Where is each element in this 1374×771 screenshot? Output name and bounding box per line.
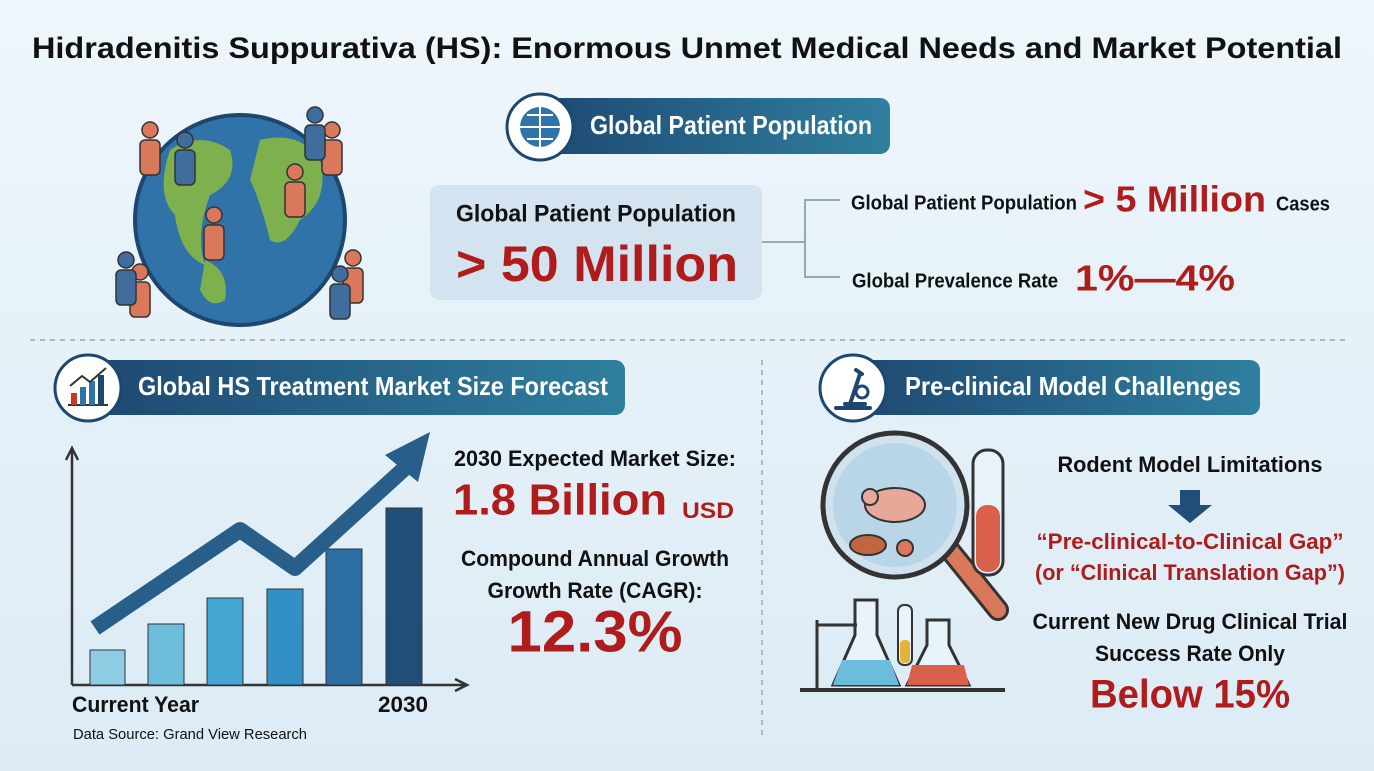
lab-illustration-part [896,539,914,557]
growth-illustration-part [206,597,244,686]
growth-illustration-part [147,623,185,686]
market-heading-pill-part [71,393,77,405]
cagr-value: 12.3% [508,599,683,664]
gap-text: “Pre-clinical-to-Clinical Gap” [1037,529,1344,554]
globe-illustration-part-part [139,139,161,176]
gap-text: (or “Clinical Translation Gap”) [1035,560,1345,585]
globe-illustration-part-part [203,224,225,261]
globe-illustration [115,106,364,327]
globe-illustration-part-part [174,149,196,186]
globe-illustration-part-part [304,124,326,161]
globe-illustration-part-part [323,121,341,139]
growth-illustration-part [64,445,470,693]
market-heading-pill-part [69,367,107,387]
growth-illustration-part [385,507,423,686]
globe-illustration-part-part [115,269,137,306]
item-label: Global Prevalence Rate [852,270,1058,292]
section-heading: Pre-clinical Model Challenges [905,371,1241,401]
divider [30,339,1345,740]
globe-illustration-part-part [284,181,306,218]
globe-illustration-part-part [286,163,304,181]
lab-illustration-part [900,640,910,663]
lab-illustration-part [864,487,926,523]
lab-illustration-part [849,534,887,556]
growth-illustration-part [385,432,430,482]
axis-label: Current Year [72,692,199,717]
growth-illustration-part [89,649,126,686]
population-heading-pill-part [520,107,560,147]
down-arrow [1168,490,1212,523]
globe-illustration-part-part [205,206,223,224]
market-heading-pill-part [53,353,123,423]
market-heading-pill [53,353,625,423]
population-heading-pill-part [520,98,890,154]
source: Data Source: Grand View Research [73,726,307,743]
market-value: 1.8 Billion [453,476,667,525]
globe-illustration-part [200,260,226,304]
market-label: 2030 Expected Market Size: [454,446,736,471]
success-label: Current New Drug Clinical Trial [1033,609,1348,634]
limitation: Rodent Model Limitations [1058,452,1323,477]
growth-illustration [64,432,470,693]
market-heading-pill-part [70,360,625,415]
globe-illustration-part-part [344,249,362,267]
globe-illustration-part-part [331,265,349,283]
market-heading-pill-part [98,375,104,405]
market-unit: USD [682,498,734,523]
market-heading-pill-part [89,381,95,405]
lab-illustration-part [907,665,969,685]
box-label: Global Patient Population [456,200,736,227]
preclinical-heading-pill-part [818,353,888,423]
growth-illustration-part [266,588,304,686]
axis-label: 2030 [378,692,428,717]
bracket [762,199,840,278]
preclinical-heading-pill-part [834,368,872,410]
preclinical-heading-pill-part [835,360,1260,415]
success-label: Success Rate Only [1095,641,1286,666]
section-heading: Global HS Treatment Market Size Forecast [138,371,608,401]
globe-illustration-part-part [141,121,159,139]
section-heading: Global Patient Population [590,110,872,140]
growth-illustration-part [90,462,411,635]
lab-illustration-part [940,540,1006,618]
lab-illustration-part [861,488,879,506]
globe-illustration-part-part [306,106,324,124]
page-title: Hidradenitis Suppurativa (HS): Enormous … [32,32,1342,65]
cagr-label: Growth Rate (CAGR): [488,578,703,603]
globe-illustration-part-part [329,283,351,320]
lab-illustration-part [815,620,857,690]
market-heading-pill-part [80,387,86,405]
globe-illustration-part-part [176,131,194,149]
globe-illustration-part-part [117,251,135,269]
globe-illustration-part [115,106,351,320]
growth-illustration-part [325,548,363,686]
lab-illustration-part [833,660,899,685]
item-unit: Cases [1276,193,1330,215]
item-value: > 5 Million [1083,179,1266,220]
preclinical-heading-pill-part [854,384,870,400]
population-heading-pill [505,92,890,162]
preclinical-heading-pill [818,353,1260,423]
cagr-label: Compound Annual Growth [461,546,729,571]
item-value: 1%—4% [1075,258,1235,299]
lab-illustration-part [976,505,1000,572]
population-box [430,185,762,300]
box-value: > 50 Million [456,236,738,292]
success-value: Below 15% [1090,673,1290,717]
lab-illustration [800,430,1009,692]
item-label: Global Patient Population [851,192,1077,214]
